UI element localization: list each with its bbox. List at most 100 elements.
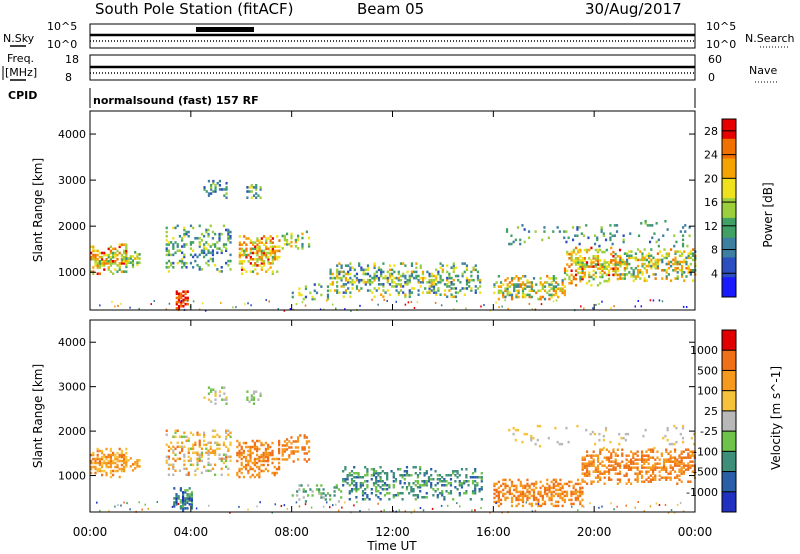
scatter-cell xyxy=(254,241,257,244)
scatter-cell xyxy=(238,247,241,251)
scatter-cell xyxy=(165,234,168,238)
scatter-cell xyxy=(539,297,542,301)
time-axis: 00:00 04:00 08:00 12:00 16:00 20:00 00:00 xyxy=(73,525,713,539)
scatter-cell xyxy=(647,275,651,278)
scatter-cell xyxy=(441,480,444,483)
scatter-cell xyxy=(689,262,692,266)
scatter-cell xyxy=(676,260,679,264)
scatter-cell xyxy=(526,488,529,492)
scatter-cell xyxy=(377,266,381,270)
scatter-cell xyxy=(229,443,232,447)
scatter-cell xyxy=(683,250,686,253)
scatter-cell xyxy=(687,254,690,258)
scatter-cell xyxy=(410,474,413,477)
scatter-cell xyxy=(583,464,586,467)
scatter-cell xyxy=(333,490,336,493)
scatter-cell xyxy=(346,476,349,479)
scatter-cell xyxy=(358,262,361,265)
scatter-cell xyxy=(259,188,262,191)
scatter-cell xyxy=(296,234,300,238)
scatter-cell xyxy=(360,268,363,272)
scatter-cell xyxy=(216,433,219,437)
scatter-cell xyxy=(594,271,597,275)
scatter-cell xyxy=(118,266,121,269)
scatter-cell xyxy=(601,472,604,475)
scatter-cell xyxy=(271,441,274,445)
scatter-cell xyxy=(183,234,186,238)
scatter-cell xyxy=(645,454,648,457)
scatter-cell xyxy=(601,460,604,463)
scatter-cell xyxy=(125,457,128,461)
scatter-cell xyxy=(513,488,516,492)
scatter-cell xyxy=(256,264,259,267)
scatter-cell xyxy=(680,458,683,461)
scatter-cell xyxy=(471,472,475,475)
scatter-cell xyxy=(642,434,645,438)
scatter-cell xyxy=(98,266,101,269)
scatter-cell xyxy=(579,494,582,498)
scatter-cell xyxy=(138,253,141,256)
scatter-cell xyxy=(517,291,520,295)
scatter-cell xyxy=(214,449,217,453)
scatter-cell xyxy=(386,270,389,274)
scatter-cell xyxy=(174,435,177,439)
speckle-cell xyxy=(649,299,652,302)
scatter-cell xyxy=(526,482,529,486)
scatter-cell xyxy=(524,283,527,286)
scatter-cell xyxy=(207,441,210,445)
scatter-cell xyxy=(181,245,184,248)
scatter-cell xyxy=(123,255,126,259)
speckle-cell xyxy=(117,504,119,507)
scatter-cell xyxy=(621,262,624,266)
scatter-cell xyxy=(446,285,449,288)
scatter-cell xyxy=(607,271,611,275)
scatter-cell xyxy=(373,262,376,265)
scatter-cell xyxy=(502,283,505,286)
scatter-cell xyxy=(273,465,276,469)
scatter-cell xyxy=(276,257,279,261)
scatter-cell xyxy=(638,458,641,461)
scatter-cell xyxy=(432,285,436,288)
scatter-cell xyxy=(227,232,230,236)
scatter-cell xyxy=(379,492,382,495)
scatter-cell xyxy=(629,462,633,465)
scatter-cell xyxy=(170,447,173,451)
scatter-cell xyxy=(515,283,518,286)
scatter-cell xyxy=(392,486,395,489)
scatter-cell xyxy=(386,276,389,280)
scatter-cell xyxy=(392,494,395,497)
nave-tick-top: 60 xyxy=(708,53,722,66)
scatter-cell xyxy=(612,250,615,254)
scatter-cell xyxy=(198,459,201,463)
scatter-cell xyxy=(92,257,95,261)
scatter-cell xyxy=(209,447,212,451)
scatter-cell xyxy=(401,474,404,477)
scatter-cell xyxy=(249,475,252,479)
scatter-cell xyxy=(662,468,666,471)
scatter-cell xyxy=(526,478,529,482)
scatter-cell xyxy=(574,490,577,494)
scatter-cell xyxy=(344,272,348,276)
scatter-cell xyxy=(601,269,604,273)
scatter-cell xyxy=(346,474,349,477)
scatter-cell xyxy=(605,261,608,264)
scatter-cell xyxy=(174,447,177,451)
scatter-cell xyxy=(599,265,602,268)
scatter-cell xyxy=(165,247,168,250)
scatter-cell xyxy=(203,465,206,469)
scatter-cell xyxy=(220,473,223,477)
scatter-cell xyxy=(465,287,469,290)
scatter-cell xyxy=(526,293,529,297)
scatter-cell xyxy=(658,466,661,469)
scatter-cell xyxy=(401,492,404,495)
speckle-cell xyxy=(111,300,113,303)
scatter-cell xyxy=(178,435,182,439)
scatter-cell xyxy=(207,234,210,238)
speckle-cell xyxy=(613,305,615,308)
scatter-cell xyxy=(665,269,668,272)
scatter-cell xyxy=(676,474,679,477)
scatter-cell xyxy=(290,236,293,240)
scatter-cell xyxy=(125,261,128,264)
scatter-cell xyxy=(254,268,257,271)
scatter-cell xyxy=(437,270,440,274)
